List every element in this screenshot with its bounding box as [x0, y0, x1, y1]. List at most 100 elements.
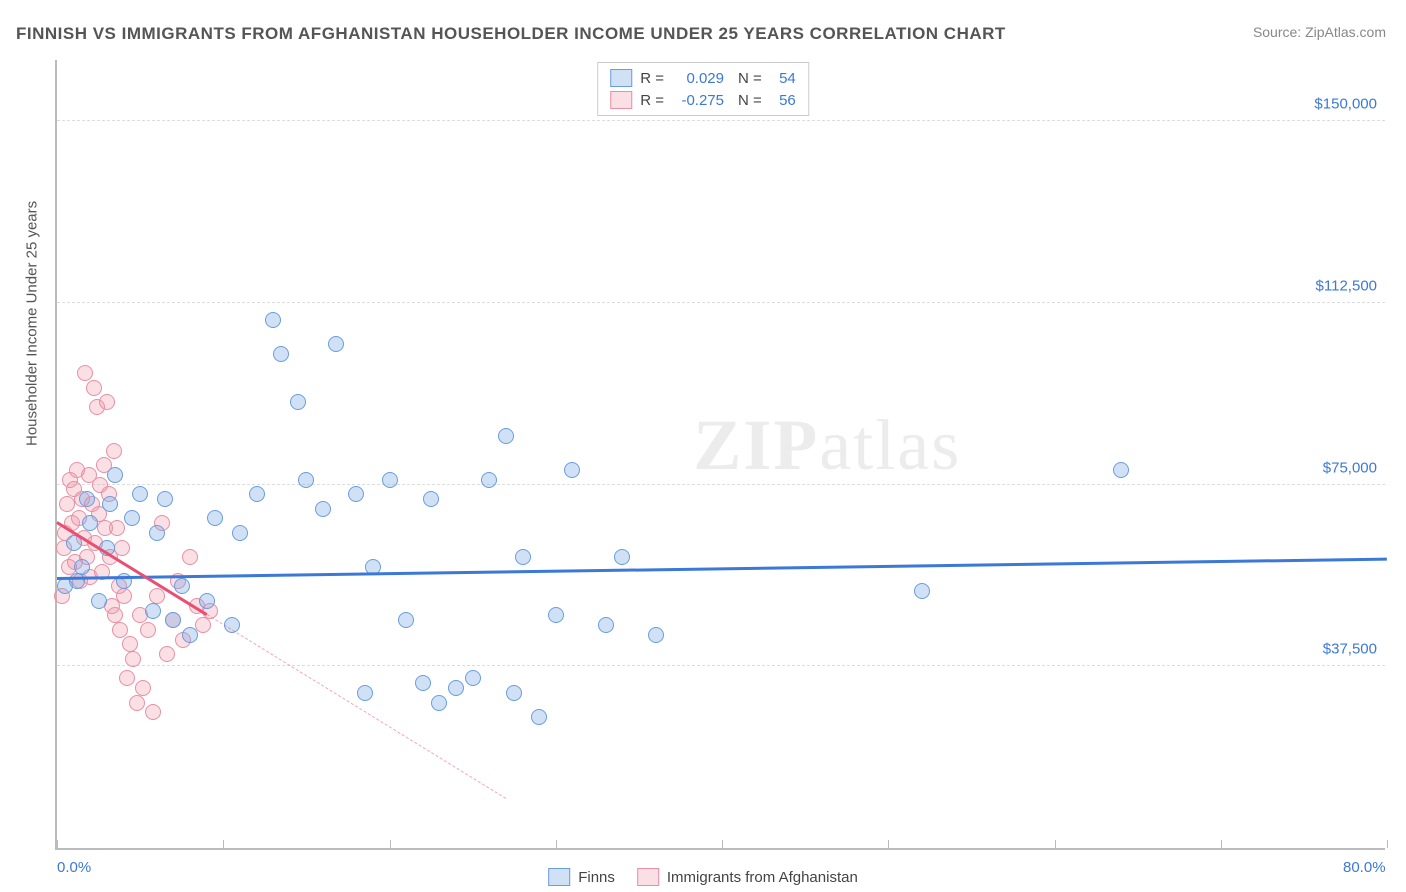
scatter-point-afghanistan — [112, 622, 128, 638]
scatter-point-finns — [465, 670, 481, 686]
y-tick-label: $150,000 — [1314, 96, 1377, 113]
scatter-point-finns — [382, 472, 398, 488]
n-label: N = — [738, 92, 762, 109]
legend-label-afghanistan: Immigrants from Afghanistan — [667, 869, 858, 886]
r-label: R = — [640, 92, 664, 109]
x-tick-label: 80.0% — [1343, 859, 1386, 876]
watermark: ZIPatlas — [693, 404, 961, 487]
legend-label-finns: Finns — [578, 869, 615, 886]
scatter-point-finns — [315, 501, 331, 517]
legend-item-afghanistan: Immigrants from Afghanistan — [637, 868, 858, 886]
gridline-h — [57, 120, 1385, 121]
x-tick — [1055, 840, 1056, 848]
scatter-point-afghanistan — [106, 443, 122, 459]
y-axis-label: Householder Income Under 25 years — [24, 201, 41, 446]
scatter-point-finns — [548, 607, 564, 623]
r-value-afghanistan: -0.275 — [672, 92, 724, 109]
scatter-point-afghanistan — [140, 622, 156, 638]
scatter-point-finns — [328, 336, 344, 352]
scatter-point-finns — [914, 583, 930, 599]
scatter-point-afghanistan — [86, 380, 102, 396]
scatter-point-finns — [265, 312, 281, 328]
scatter-point-finns — [82, 515, 98, 531]
scatter-point-afghanistan — [116, 588, 132, 604]
scatter-point-finns — [290, 394, 306, 410]
scatter-point-finns — [564, 462, 580, 478]
scatter-point-finns — [207, 510, 223, 526]
trend-line — [57, 557, 1387, 579]
x-tick — [556, 840, 557, 848]
scatter-point-finns — [415, 675, 431, 691]
scatter-point-afghanistan — [149, 588, 165, 604]
scatter-point-finns — [298, 472, 314, 488]
scatter-point-afghanistan — [99, 394, 115, 410]
chart-container: FINNISH VS IMMIGRANTS FROM AFGHANISTAN H… — [0, 0, 1406, 892]
scatter-point-finns — [515, 549, 531, 565]
x-tick — [1387, 840, 1388, 848]
source-attribution: Source: ZipAtlas.com — [1253, 24, 1386, 40]
legend-item-finns: Finns — [548, 868, 615, 886]
x-tick — [888, 840, 889, 848]
n-label: N = — [738, 70, 762, 87]
scatter-point-afghanistan — [195, 617, 211, 633]
scatter-point-finns — [614, 549, 630, 565]
plot-area: ZIPatlas $37,500$75,000$112,500$150,0000… — [55, 60, 1385, 850]
scatter-point-finns — [124, 510, 140, 526]
scatter-point-finns — [79, 491, 95, 507]
swatch-finns — [610, 69, 632, 87]
scatter-point-finns — [531, 709, 547, 725]
gridline-h — [57, 665, 1385, 666]
scatter-point-finns — [648, 627, 664, 643]
scatter-point-afghanistan — [135, 680, 151, 696]
scatter-point-finns — [232, 525, 248, 541]
scatter-point-afghanistan — [119, 670, 135, 686]
scatter-point-afghanistan — [129, 695, 145, 711]
scatter-point-finns — [506, 685, 522, 701]
n-value-afghanistan: 56 — [770, 92, 796, 109]
scatter-point-finns — [273, 346, 289, 362]
y-tick-label: $75,000 — [1323, 459, 1377, 476]
x-tick — [390, 840, 391, 848]
scatter-point-afghanistan — [125, 651, 141, 667]
scatter-point-finns — [165, 612, 181, 628]
scatter-point-finns — [132, 486, 148, 502]
scatter-point-afghanistan — [145, 704, 161, 720]
scatter-point-finns — [249, 486, 265, 502]
scatter-point-finns — [357, 685, 373, 701]
n-value-finns: 54 — [770, 70, 796, 87]
x-tick — [722, 840, 723, 848]
scatter-point-finns — [145, 603, 161, 619]
scatter-point-afghanistan — [182, 549, 198, 565]
trend-line-dashed — [206, 614, 506, 799]
scatter-point-finns — [1113, 462, 1129, 478]
scatter-point-finns — [498, 428, 514, 444]
scatter-point-afghanistan — [122, 636, 138, 652]
r-value-finns: 0.029 — [672, 70, 724, 87]
scatter-point-finns — [149, 525, 165, 541]
legend-row-finns: R = 0.029 N = 54 — [610, 69, 796, 87]
scatter-point-finns — [91, 593, 107, 609]
scatter-point-finns — [74, 559, 90, 575]
scatter-point-afghanistan — [59, 496, 75, 512]
scatter-point-finns — [423, 491, 439, 507]
r-label: R = — [640, 70, 664, 87]
scatter-point-finns — [157, 491, 173, 507]
scatter-point-finns — [182, 627, 198, 643]
gridline-h — [57, 484, 1385, 485]
scatter-point-finns — [398, 612, 414, 628]
chart-title: FINNISH VS IMMIGRANTS FROM AFGHANISTAN H… — [16, 24, 1006, 44]
swatch-finns-icon — [548, 868, 570, 886]
y-tick-label: $37,500 — [1323, 641, 1377, 658]
scatter-point-finns — [348, 486, 364, 502]
scatter-point-finns — [174, 578, 190, 594]
scatter-point-finns — [102, 496, 118, 512]
series-legend: Finns Immigrants from Afghanistan — [548, 868, 858, 886]
scatter-point-finns — [448, 680, 464, 696]
scatter-point-finns — [431, 695, 447, 711]
swatch-afghanistan-icon — [637, 868, 659, 886]
scatter-point-finns — [199, 593, 215, 609]
legend-row-afghanistan: R = -0.275 N = 56 — [610, 91, 796, 109]
x-tick — [223, 840, 224, 848]
swatch-afghanistan — [610, 91, 632, 109]
x-tick — [57, 840, 58, 848]
